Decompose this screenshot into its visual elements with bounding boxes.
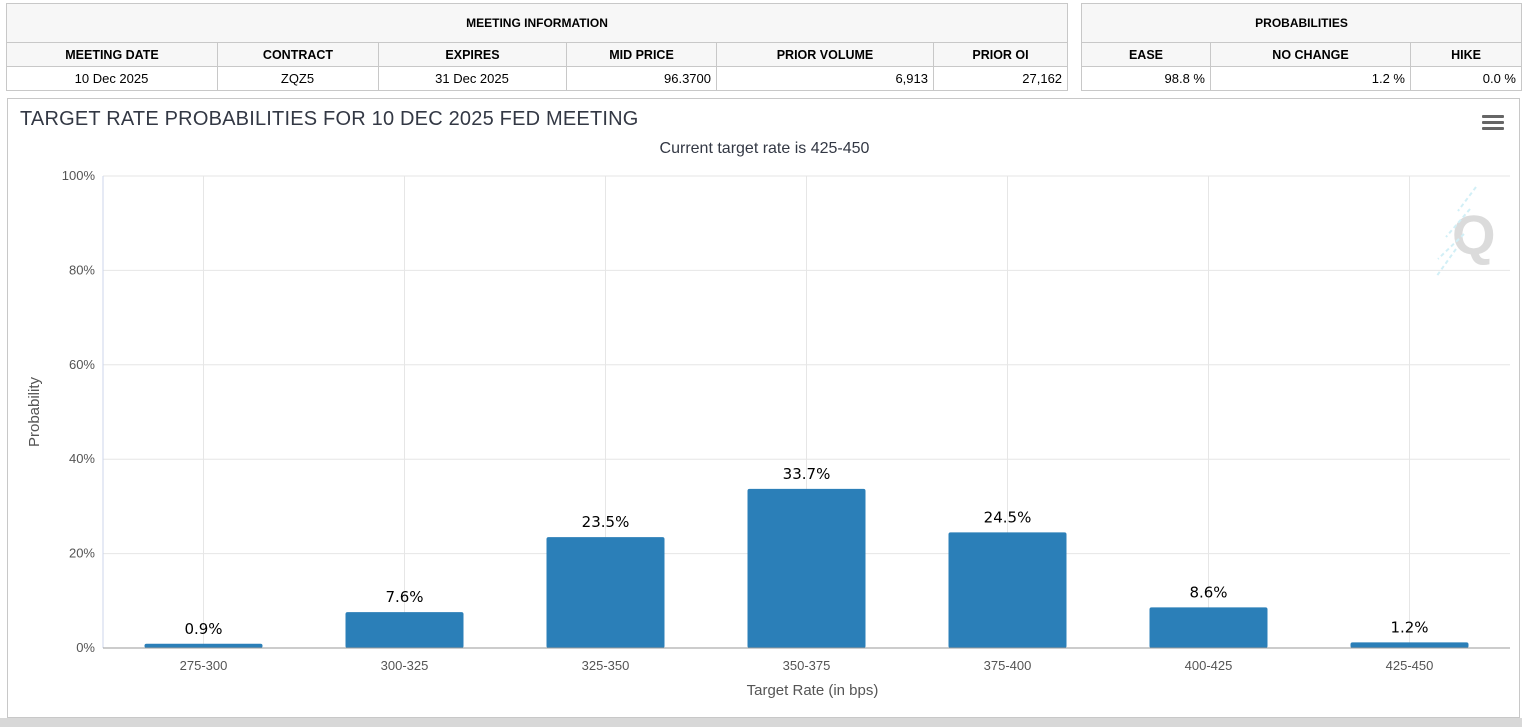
data-label: 0.9% bbox=[184, 620, 222, 638]
header-hike: HIKE bbox=[1410, 42, 1522, 67]
bar-275-300 bbox=[144, 643, 263, 648]
data-label: 23.5% bbox=[582, 513, 630, 531]
bar-300-325 bbox=[345, 612, 464, 648]
hike-value: 0.0 % bbox=[1410, 66, 1522, 91]
chart-subtitle: Current target rate is 425-450 bbox=[659, 140, 870, 157]
x-tick-label: 275-300 bbox=[180, 658, 228, 673]
bar-425-450 bbox=[1350, 642, 1469, 648]
x-tick-label: 400-425 bbox=[1185, 658, 1233, 673]
probabilities-title: PROBABILITIES bbox=[1081, 3, 1522, 43]
hamburger-menu-icon[interactable] bbox=[1482, 115, 1504, 133]
bar-375-400 bbox=[948, 532, 1067, 648]
y-tick-label: 40% bbox=[69, 451, 95, 466]
header-meeting-date: MEETING DATE bbox=[6, 42, 218, 67]
y-tick-label: 80% bbox=[69, 262, 95, 277]
x-tick-label: 375-400 bbox=[984, 658, 1032, 673]
meeting-information-table: MEETING INFORMATION MEETING DATE CONTRAC… bbox=[5, 3, 1069, 91]
chart-title: TARGET RATE PROBABILITIES FOR 10 DEC 202… bbox=[20, 108, 639, 130]
header-mid-price: MID PRICE bbox=[566, 42, 717, 67]
chart-container: 0% 20% 40% 60% 80% 100% 0.9% 275-300 7.6% 300-325… bbox=[7, 98, 1520, 718]
svg-text:Q: Q bbox=[1452, 203, 1496, 266]
y-tick-label: 60% bbox=[69, 357, 95, 372]
x-tick-label: 300-325 bbox=[381, 658, 429, 673]
window-bottom-bar bbox=[0, 718, 1522, 727]
data-label: 1.2% bbox=[1390, 618, 1428, 636]
meeting-date-value: 10 Dec 2025 bbox=[6, 66, 218, 91]
expires-value: 31 Dec 2025 bbox=[378, 66, 567, 91]
header-no-change: NO CHANGE bbox=[1210, 42, 1411, 67]
meeting-information-title: MEETING INFORMATION bbox=[5, 3, 1069, 43]
bar-325-350 bbox=[546, 537, 665, 648]
q-logo-watermark: Q bbox=[1435, 186, 1496, 278]
y-tick-label: 100% bbox=[62, 168, 96, 183]
x-axis-title: Target Rate (in bps) bbox=[747, 682, 879, 699]
header-prior-oi: PRIOR OI bbox=[932, 42, 1069, 67]
bar-400-425 bbox=[1149, 607, 1268, 648]
bar-350-375 bbox=[747, 488, 866, 648]
y-tick-label: 0% bbox=[76, 640, 95, 655]
x-tick-label: 350-375 bbox=[783, 658, 831, 673]
y-tick-label: 20% bbox=[69, 546, 95, 561]
data-label: 33.7% bbox=[783, 465, 831, 483]
header-expires: EXPIRES bbox=[378, 42, 567, 67]
prior-oi-value: 27,162 bbox=[932, 66, 1069, 91]
mid-price-value: 96.3700 bbox=[566, 66, 717, 91]
bar-chart: 0% 20% 40% 60% 80% 100% 0.9% 275-300 7.6% 300-325… bbox=[26, 168, 1510, 699]
header-ease: EASE bbox=[1081, 42, 1211, 67]
x-tick-label: 425-450 bbox=[1386, 658, 1434, 673]
data-label: 24.5% bbox=[984, 508, 1032, 526]
header-contract: CONTRACT bbox=[217, 42, 379, 67]
contract-value: ZQZ5 bbox=[217, 66, 379, 91]
y-axis-title: Probability bbox=[26, 376, 43, 447]
ease-value: 98.8 % bbox=[1081, 66, 1211, 91]
probabilities-table: PROBABILITIES EASE NO CHANGE HIKE 98.8 %… bbox=[1081, 3, 1522, 91]
data-label: 8.6% bbox=[1189, 583, 1227, 601]
x-tick-label: 325-350 bbox=[582, 658, 630, 673]
header-prior-volume: PRIOR VOLUME bbox=[716, 42, 934, 67]
no-change-value: 1.2 % bbox=[1210, 66, 1411, 91]
prior-volume-value: 6,913 bbox=[716, 66, 934, 91]
data-label: 7.6% bbox=[385, 588, 423, 606]
